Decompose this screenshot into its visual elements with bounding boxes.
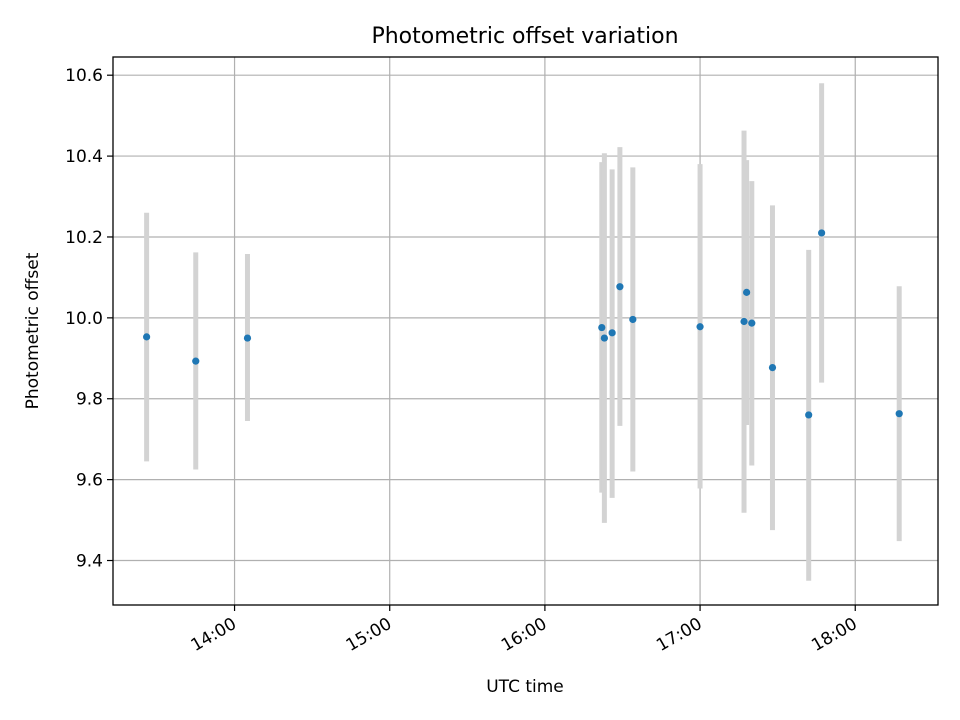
data-point bbox=[608, 329, 616, 337]
grid-layer bbox=[113, 57, 938, 605]
data-point bbox=[805, 411, 813, 419]
y-tick-label: 10.0 bbox=[65, 309, 103, 329]
marker-layer bbox=[143, 229, 903, 419]
data-point bbox=[629, 315, 637, 324]
y-axis-label: Photometric offset bbox=[23, 252, 43, 409]
y-tick-label: 9.8 bbox=[76, 390, 103, 410]
data-point bbox=[696, 323, 704, 331]
data-point bbox=[598, 323, 606, 332]
data-point bbox=[243, 334, 252, 342]
data-point bbox=[768, 364, 777, 372]
x-axis-label: UTC time bbox=[486, 677, 564, 697]
data-point bbox=[748, 319, 756, 327]
data-point bbox=[143, 333, 151, 341]
data-point bbox=[895, 410, 903, 418]
chart-title: Photometric offset variation bbox=[371, 24, 678, 49]
data-point bbox=[600, 334, 608, 342]
data-point bbox=[743, 288, 751, 296]
y-tick-label: 9.6 bbox=[76, 471, 103, 491]
data-point bbox=[740, 317, 748, 326]
plot-frame bbox=[112, 56, 939, 606]
y-tick-label: 10.2 bbox=[65, 228, 103, 248]
y-tick-label: 10.6 bbox=[65, 66, 103, 86]
y-tick-label: 9.4 bbox=[76, 552, 103, 572]
y-tick-label: 10.4 bbox=[65, 147, 103, 167]
data-point bbox=[616, 283, 624, 291]
data-point bbox=[192, 357, 200, 365]
data-point bbox=[818, 229, 826, 237]
